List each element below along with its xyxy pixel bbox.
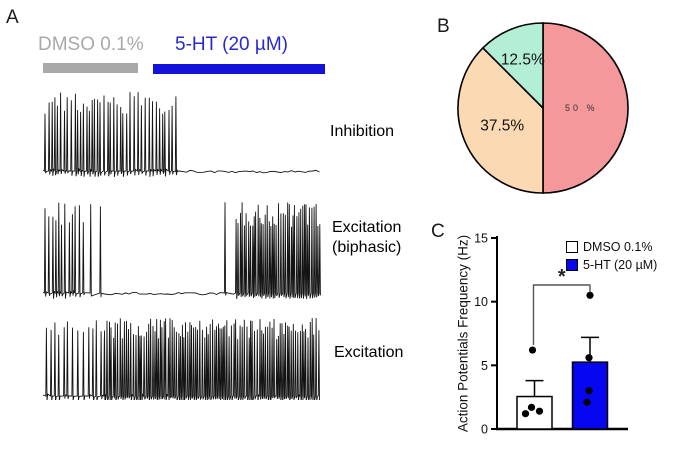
y-tick-label: 5	[481, 359, 488, 373]
data-point	[535, 407, 544, 415]
pie-slice-label: 37.5%	[480, 117, 524, 134]
legend-swatch-5ht	[566, 259, 578, 271]
data-point	[527, 403, 536, 411]
y-tick-label: 10	[474, 295, 488, 309]
data-point	[583, 398, 591, 406]
bar-5ht	[571, 361, 609, 430]
pie-slice-label: 50 %	[565, 103, 598, 113]
trace-label-inhibition: Inhibition	[330, 122, 394, 142]
response-pie-chart: 50 % 37.5% 12.5%	[457, 22, 629, 194]
significance-bracket	[532, 284, 591, 345]
data-point	[521, 410, 530, 418]
trace-label-excitation: Excitation	[334, 343, 403, 363]
condition-bar-5ht	[153, 64, 325, 74]
legend: DMSO 0.1% 5-HT (20 µM)	[566, 238, 657, 274]
panel-b-letter: B	[437, 16, 450, 37]
data-point	[585, 354, 593, 362]
data-point	[528, 346, 537, 354]
spike-trace-3	[43, 317, 320, 400]
legend-label-dmso: DMSO 0.1%	[583, 240, 653, 254]
trace-label-line1: Excitation	[334, 344, 404, 361]
trace-label-line1: Excitation	[332, 219, 402, 236]
trace-label-excitation-biphasic: Excitation (biphasic)	[332, 218, 401, 258]
condition-label-5ht: 5-HT (20 µM)	[175, 34, 288, 55]
legend-label-5ht: 5-HT (20 µM)	[583, 258, 658, 272]
pie-slice	[481, 22, 544, 110]
condition-label-dmso: DMSO 0.1%	[38, 34, 144, 55]
pie-slice	[542, 22, 629, 194]
panel-a-letter: A	[6, 7, 19, 28]
trace-label-line1: Inhibition	[330, 123, 395, 140]
legend-item-dmso: DMSO 0.1%	[566, 238, 657, 256]
y-tick-label: 0	[481, 423, 488, 437]
data-point	[586, 291, 594, 299]
spike-trace-plot	[43, 92, 321, 400]
data-point	[585, 387, 593, 395]
frequency-bar-chart: 0 5 10 15 *	[474, 232, 628, 437]
y-tick-label: 15	[474, 232, 488, 246]
pie-slice-label: 12.5%	[501, 52, 545, 69]
condition-bar-dmso	[43, 63, 138, 73]
spike-trace-2	[43, 202, 321, 299]
spike-trace-1	[43, 92, 320, 177]
trace-label-line2: (biphasic)	[332, 239, 402, 256]
panel-c-letter: C	[431, 221, 445, 242]
legend-item-5ht: 5-HT (20 µM)	[566, 256, 657, 274]
significance-asterisk: *	[558, 266, 566, 288]
legend-swatch-dmso	[566, 241, 578, 253]
pie-slice	[457, 46, 544, 194]
